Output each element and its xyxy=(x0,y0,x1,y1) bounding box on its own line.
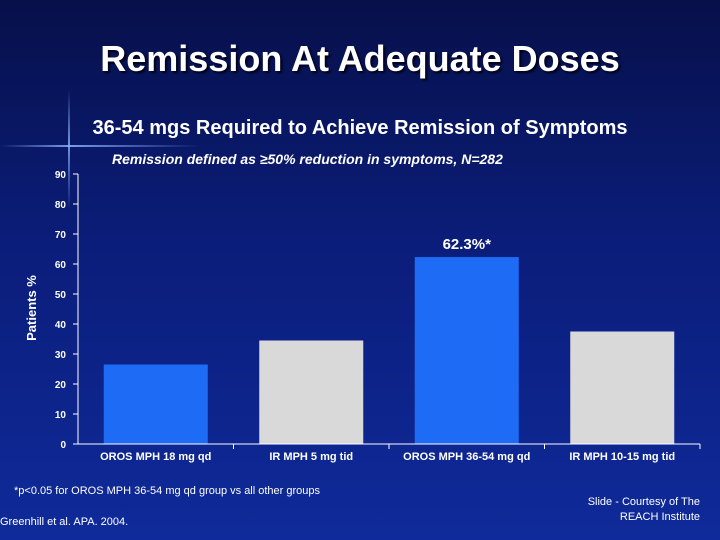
data-labels: 62.3%* xyxy=(443,236,492,253)
x-tick-label: IR MPH 5 mg tid xyxy=(269,451,353,463)
light-flare-vertical xyxy=(68,90,70,210)
y-tick-label: 60 xyxy=(55,260,67,271)
x-tick-label: OROS MPH 36-54 mg qd xyxy=(403,451,530,463)
x-axis: OROS MPH 18 mg qd IR MPH 5 mg tid OROS MPH… xyxy=(78,443,701,463)
slide-title: Remission At Adequate Doses xyxy=(100,38,620,79)
y-tick-label: 80 xyxy=(55,200,67,211)
y-axis-title: Patients % xyxy=(24,275,39,341)
y-tick-label: 20 xyxy=(55,380,67,391)
citation: Greenhill et al. APA. 2004. xyxy=(0,516,129,528)
y-tick-label: 40 xyxy=(55,320,67,331)
slide-subtitle: 36-54 mgs Required to Achieve Remission … xyxy=(92,117,628,139)
credit-line-2: REACH Institute xyxy=(619,511,700,523)
bar xyxy=(259,340,364,444)
slide-credit: Slide - Courtesy of The REACH Institute xyxy=(588,495,700,525)
remission-definition: Remission defined as ≥50% reduction in s… xyxy=(112,151,503,167)
bar xyxy=(103,364,208,444)
y-tick-label: 50 xyxy=(55,290,67,301)
credit-line-1: Slide - Courtesy of The xyxy=(587,496,700,508)
bars xyxy=(103,257,675,444)
bar xyxy=(414,257,519,444)
y-tick-label: 0 xyxy=(60,440,66,451)
bar xyxy=(570,331,675,444)
y-tick-label: 70 xyxy=(55,230,67,241)
significance-footnote: *p<0.05 for OROS MPH 36-54 mg qd group v… xyxy=(14,485,321,497)
bar-data-label: 62.3%* xyxy=(443,236,492,253)
x-tick-label: IR MPH 10-15 mg tid xyxy=(569,451,675,463)
y-tick-label: 10 xyxy=(55,410,67,421)
y-tick-label: 30 xyxy=(55,350,67,361)
y-axis: 0 10 20 30 40 50 60 70 80 90 xyxy=(55,170,79,451)
light-flare-horizontal xyxy=(0,145,200,147)
x-tick-label: OROS MPH 18 mg qd xyxy=(100,451,211,463)
y-tick-label: 90 xyxy=(55,170,67,181)
